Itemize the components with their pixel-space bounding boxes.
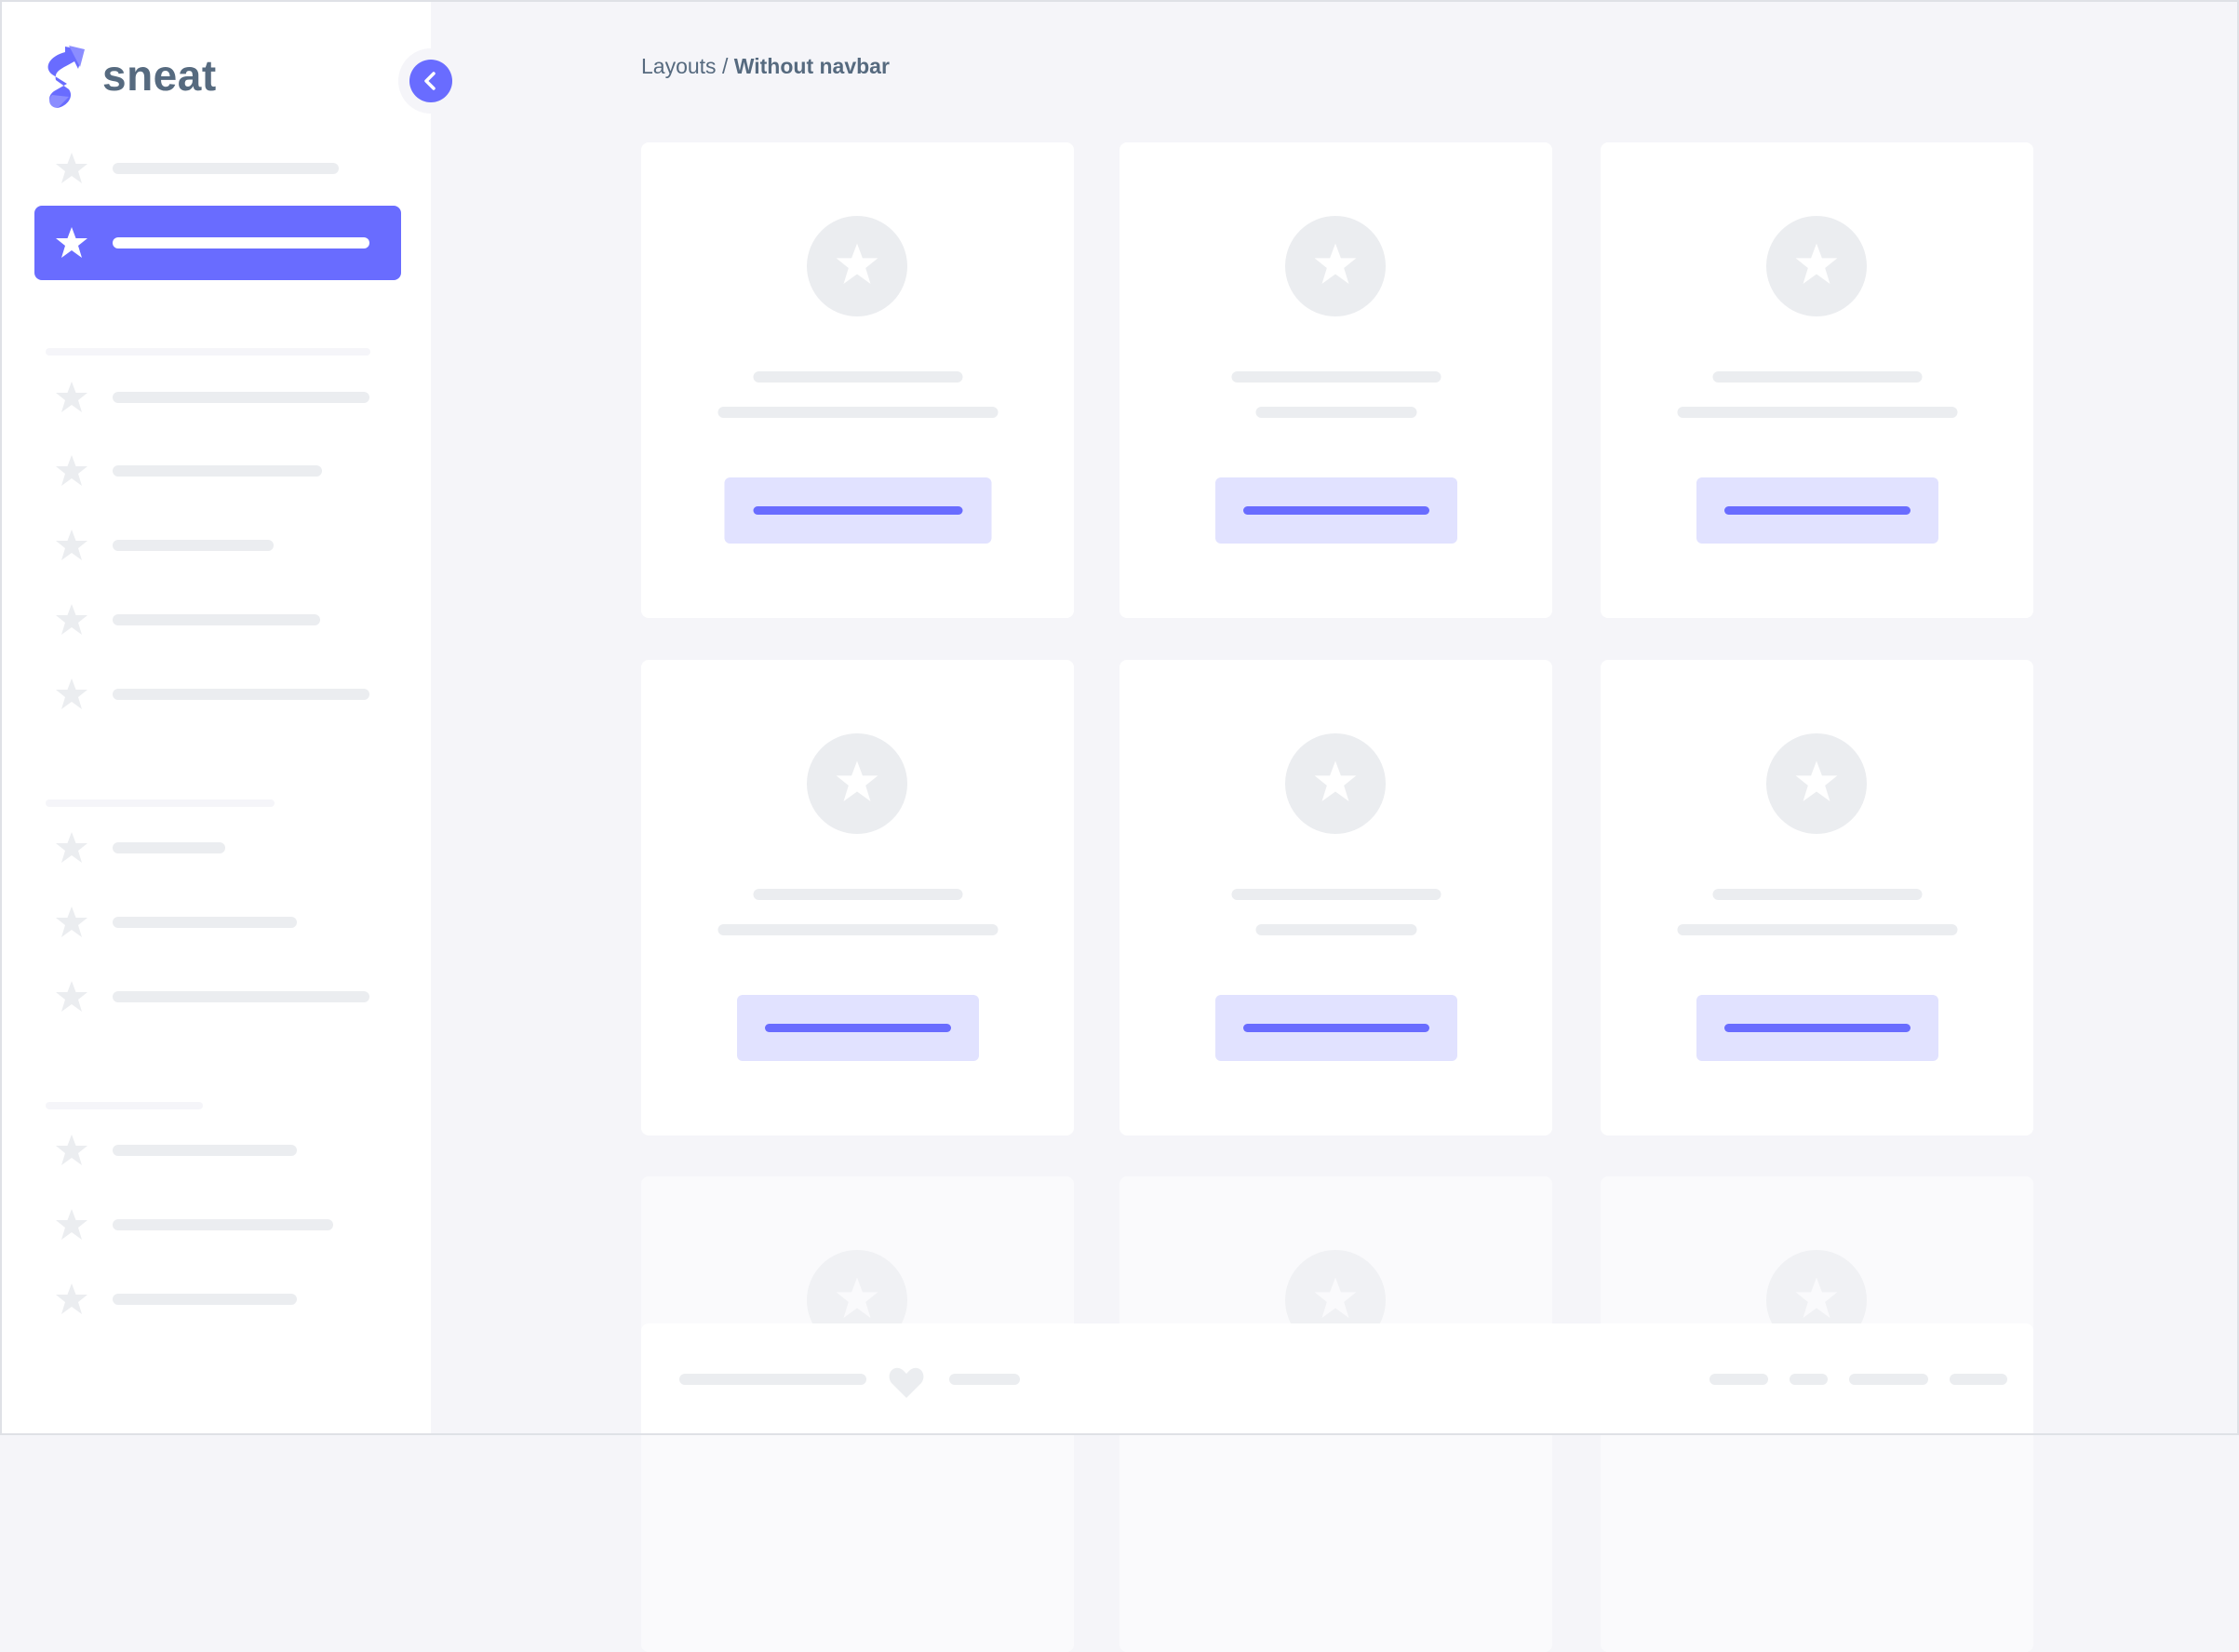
sidebar-item-label[interactable] <box>113 163 339 174</box>
card-title-placeholder <box>1231 889 1441 900</box>
footer-link[interactable] <box>1709 1374 1768 1385</box>
sidebar-item-label[interactable] <box>113 392 369 403</box>
star-icon <box>1312 759 1359 810</box>
card-text-placeholder <box>1677 924 1957 935</box>
sidebar-item-label[interactable] <box>113 689 369 700</box>
placeholder-card <box>1120 142 1552 618</box>
card-avatar <box>807 733 907 834</box>
footer-text-placeholder <box>679 1374 866 1385</box>
footer-text-placeholder <box>949 1374 1020 1385</box>
footer-link[interactable] <box>1790 1374 1828 1385</box>
star-icon <box>54 830 89 866</box>
card-button-label <box>1723 506 1911 515</box>
breadcrumb-separator: / <box>716 54 734 78</box>
sneat-logo-icon <box>47 46 85 108</box>
breadcrumb-parent[interactable]: Layouts <box>641 54 717 78</box>
sidebar-item-label[interactable] <box>113 614 320 625</box>
card-button-label <box>753 506 962 515</box>
sidebar-section-header <box>46 799 275 807</box>
card-text-placeholder <box>1255 407 1416 418</box>
star-icon <box>1793 1275 1840 1326</box>
star-icon <box>1793 241 1840 292</box>
sidebar: sneat <box>0 0 431 1435</box>
sidebar-item-label[interactable] <box>113 1145 297 1156</box>
placeholder-card <box>1601 660 2033 1135</box>
logo-text: sneat <box>102 51 217 100</box>
card-avatar <box>1285 216 1386 316</box>
star-icon <box>54 1207 89 1242</box>
card-button-label <box>1242 506 1429 515</box>
sidebar-item-label[interactable] <box>113 917 297 928</box>
sidebar-item-label[interactable] <box>113 465 322 477</box>
heart-icon <box>889 1367 924 1398</box>
sidebar-toggle-button[interactable] <box>409 60 452 102</box>
star-icon <box>54 225 89 261</box>
card-button-label <box>1723 1024 1911 1032</box>
card-avatar <box>1285 733 1386 834</box>
star-icon <box>54 380 89 415</box>
chevron-left-icon <box>424 72 436 90</box>
star-icon <box>54 677 89 712</box>
star-icon <box>54 602 89 638</box>
card-avatar <box>807 216 907 316</box>
star-icon <box>1793 759 1840 810</box>
sidebar-item-label[interactable] <box>113 1219 333 1230</box>
card-button[interactable] <box>1214 477 1457 544</box>
card-button[interactable] <box>1696 477 1938 544</box>
placeholder-card <box>1601 142 2033 618</box>
card-title-placeholder <box>753 371 962 383</box>
card-avatar <box>1766 733 1867 834</box>
star-icon <box>1312 1275 1359 1326</box>
card-button-label <box>764 1024 951 1032</box>
sidebar-item-label[interactable] <box>113 1294 297 1305</box>
footer-link[interactable] <box>1950 1374 2007 1385</box>
sidebar-item-label[interactable] <box>113 991 369 1002</box>
star-icon <box>834 241 880 292</box>
card-text-placeholder <box>1677 407 1957 418</box>
star-icon <box>54 979 89 1014</box>
sidebar-section-header <box>46 1102 203 1109</box>
card-title-placeholder <box>1712 889 1922 900</box>
star-icon <box>834 759 880 810</box>
logo[interactable]: sneat <box>43 43 217 108</box>
card-avatar <box>1766 216 1867 316</box>
sidebar-section-header <box>46 348 370 356</box>
sidebar-item-label[interactable] <box>113 540 274 551</box>
card-title-placeholder <box>1712 371 1922 383</box>
card-button-label <box>1242 1024 1429 1032</box>
star-icon <box>834 1275 880 1326</box>
card-button[interactable] <box>1214 995 1457 1061</box>
placeholder-card <box>641 660 1074 1135</box>
star-icon <box>54 1133 89 1168</box>
card-button[interactable] <box>1696 995 1938 1061</box>
card-button[interactable] <box>724 477 991 544</box>
star-icon <box>54 905 89 940</box>
star-icon <box>54 453 89 489</box>
star-icon <box>54 1282 89 1317</box>
card-text-placeholder <box>717 924 998 935</box>
star-icon <box>54 151 89 186</box>
card-text-placeholder <box>1255 924 1416 935</box>
placeholder-card <box>641 142 1074 618</box>
footer-link[interactable] <box>1849 1374 1928 1385</box>
card-text-placeholder <box>717 407 998 418</box>
star-icon <box>1312 241 1359 292</box>
card-button[interactable] <box>736 995 979 1061</box>
breadcrumb-current: Without navbar <box>733 54 890 78</box>
footer <box>641 1323 2033 1435</box>
breadcrumb: Layouts / Without navbar <box>641 54 890 79</box>
placeholder-card <box>1120 660 1552 1135</box>
star-icon <box>54 528 89 563</box>
card-title-placeholder <box>1231 371 1441 383</box>
sidebar-item-active-label[interactable] <box>113 237 369 248</box>
card-title-placeholder <box>753 889 962 900</box>
sidebar-item-label[interactable] <box>113 842 225 853</box>
